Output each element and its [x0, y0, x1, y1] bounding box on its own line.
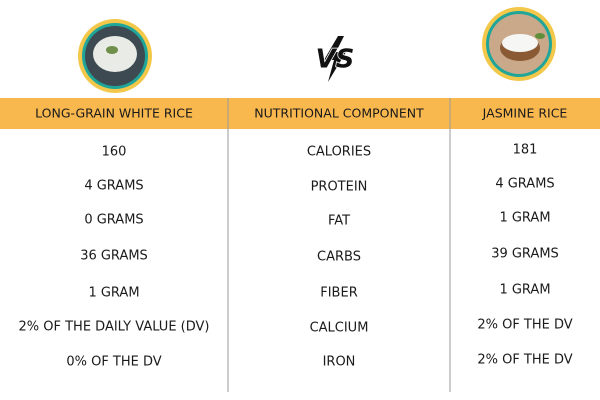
header-band — [0, 98, 600, 129]
table-cell: 160 — [102, 145, 127, 160]
table-cell: 39 GRAMS — [491, 247, 559, 262]
table-cell: CALORIES — [307, 145, 371, 160]
table-cell: 0 GRAMS — [84, 213, 143, 228]
vs-icon: VS — [315, 36, 355, 82]
table-cell: 4 GRAMS — [84, 179, 143, 194]
table: LONG-GRAIN WHITE RICE NUTRITIONAL COMPONE… — [19, 106, 573, 370]
table-cell: 2% OF THE DAILY VALUE (DV) — [19, 320, 210, 335]
table-cell: CALCIUM — [310, 321, 369, 336]
jasmine-rice-image — [482, 7, 556, 81]
table-cell: 1 GRAM — [499, 283, 550, 298]
column-header: JASMINE RICE — [482, 106, 568, 121]
column-header: NUTRITIONAL COMPONENT — [254, 106, 424, 121]
table-cell: FAT — [328, 214, 350, 229]
table-cell: PROTEIN — [311, 180, 368, 195]
long-grain-rice-image — [78, 19, 152, 93]
column-header: LONG-GRAIN WHITE RICE — [35, 106, 193, 121]
table-cell: CARBS — [317, 250, 361, 265]
table-cell: 2% OF THE DV — [477, 318, 572, 333]
table-cell: 2% OF THE DV — [477, 353, 572, 368]
table-cell: 181 — [513, 143, 538, 158]
table-cell: 4 GRAMS — [495, 177, 554, 192]
table-cell: 0% OF THE DV — [66, 355, 161, 370]
table-cell: IRON — [323, 355, 356, 370]
table-cell: 1 GRAM — [499, 211, 550, 226]
svg-text:VS: VS — [316, 45, 355, 75]
table-cell: FIBER — [320, 286, 357, 301]
table-cell: 36 GRAMS — [80, 249, 148, 264]
table-cell: 1 GRAM — [88, 286, 139, 301]
